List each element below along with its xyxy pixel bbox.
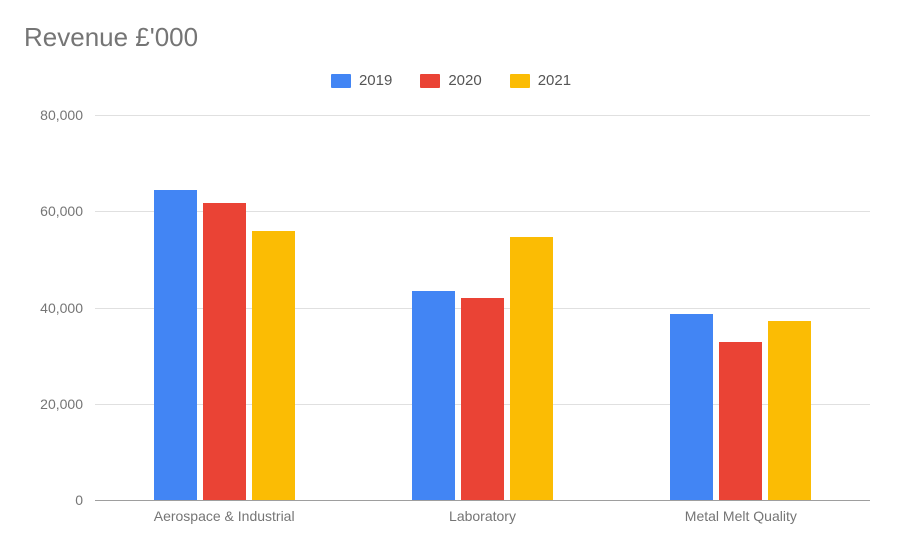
legend-label-2021: 2021 — [538, 72, 571, 89]
legend-swatch-2021 — [510, 74, 530, 88]
plot-area: 80,000 60,000 40,000 20,000 0 — [95, 115, 870, 500]
legend-label-2019: 2019 — [359, 72, 392, 89]
legend-item-2021: 2021 — [510, 72, 571, 89]
x-axis-label: Metal Melt Quality — [685, 508, 797, 524]
bars-container — [95, 115, 870, 500]
chart-title: Revenue £'000 — [24, 22, 198, 53]
legend-item-2020: 2020 — [420, 72, 481, 89]
bar-laboratory-2019 — [412, 291, 455, 500]
legend-swatch-2020 — [420, 74, 440, 88]
y-tick-label: 40,000 — [40, 300, 83, 316]
y-tick-label: 60,000 — [40, 203, 83, 219]
x-axis-label: Aerospace & Industrial — [154, 508, 295, 524]
x-axis-baseline — [95, 500, 870, 501]
bar-laboratory-2021 — [510, 237, 553, 500]
chart-legend: 2019 2020 2021 — [0, 72, 902, 89]
y-tick-label: 0 — [75, 492, 83, 508]
bar-metalmelt-2020 — [719, 342, 762, 500]
y-tick-label: 80,000 — [40, 107, 83, 123]
bar-metalmelt-2019 — [670, 314, 713, 500]
bar-aerospace-2021 — [252, 231, 295, 501]
bar-aerospace-2020 — [203, 203, 246, 500]
legend-item-2019: 2019 — [331, 72, 392, 89]
x-axis-label: Laboratory — [449, 508, 516, 524]
bar-metalmelt-2021 — [768, 321, 811, 500]
revenue-chart: Revenue £'000 2019 2020 2021 80,000 60,0… — [0, 0, 902, 558]
legend-swatch-2019 — [331, 74, 351, 88]
bar-aerospace-2019 — [154, 190, 197, 500]
y-tick-label: 20,000 — [40, 396, 83, 412]
x-axis-labels: Aerospace & Industrial Laboratory Metal … — [95, 508, 870, 538]
bar-laboratory-2020 — [461, 298, 504, 500]
legend-label-2020: 2020 — [448, 72, 481, 89]
